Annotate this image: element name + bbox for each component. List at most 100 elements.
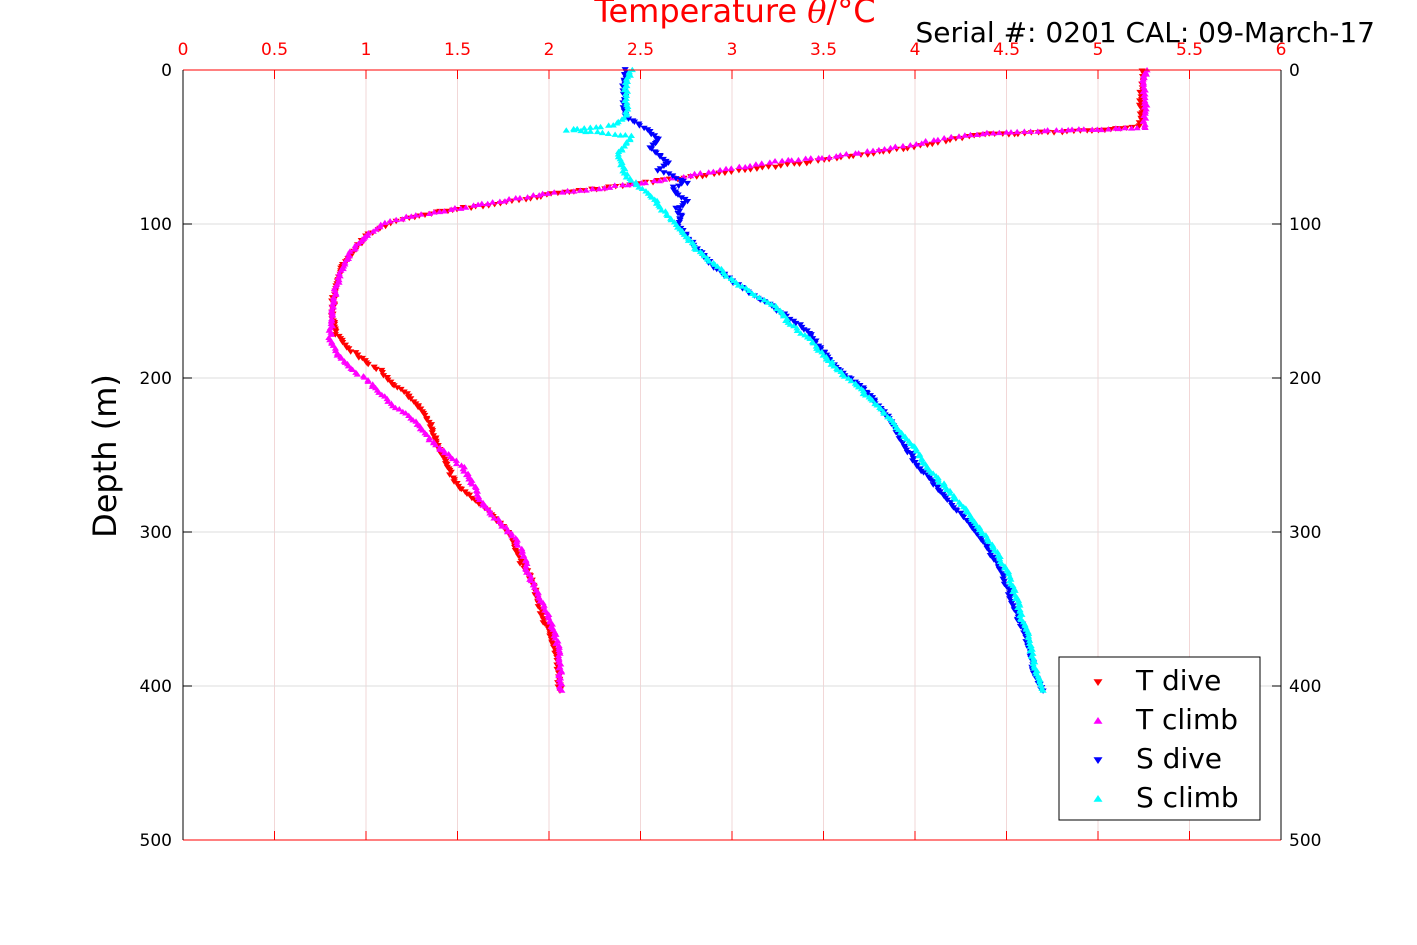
- data-point: [840, 373, 848, 379]
- data-point: [864, 152, 872, 158]
- data-point: [979, 539, 987, 545]
- data-point: [624, 181, 632, 188]
- data-point: [1064, 126, 1072, 133]
- data-point: [577, 127, 585, 134]
- data-point: [489, 199, 497, 205]
- data-point: [498, 523, 506, 529]
- data-point: [771, 164, 780, 171]
- x-axis-title: Temperature θ/°C: [593, 0, 875, 30]
- data-point: [868, 397, 876, 403]
- data-point: [623, 171, 631, 177]
- series-s-climb: [562, 66, 1047, 693]
- data-point: [922, 137, 930, 144]
- data-point: [1005, 587, 1013, 593]
- data-point: [863, 148, 871, 154]
- data-point: [496, 198, 504, 204]
- data-point: [970, 527, 978, 534]
- data-point: [906, 142, 914, 148]
- data-point: [512, 195, 520, 201]
- data-point: [753, 166, 761, 172]
- x-tick-label: 3: [727, 40, 738, 60]
- y-tick-label-right: 200: [1289, 369, 1321, 389]
- data-point: [543, 623, 552, 630]
- data-point: [391, 404, 400, 411]
- data-point: [793, 327, 801, 333]
- y-tick-label-right: 300: [1289, 523, 1321, 543]
- data-point: [592, 124, 600, 130]
- data-point: [869, 147, 877, 154]
- data-point: [746, 167, 755, 173]
- data-point: [620, 143, 629, 149]
- data-point: [705, 258, 713, 264]
- data-point: [1127, 125, 1136, 131]
- data-point: [615, 148, 623, 154]
- data-point: [440, 208, 448, 214]
- data-point: [446, 472, 454, 478]
- data-point: [861, 392, 870, 398]
- data-point: [677, 195, 686, 201]
- data-point: [722, 273, 730, 279]
- data-point: [653, 197, 661, 204]
- data-point: [436, 208, 444, 215]
- data-point: [452, 460, 461, 467]
- data-point: [1104, 126, 1113, 132]
- data-point: [611, 131, 619, 137]
- data-point: [833, 366, 842, 373]
- data-point: [952, 496, 960, 502]
- data-point: [1014, 597, 1023, 603]
- data-point: [516, 561, 524, 567]
- data-point: [930, 137, 938, 143]
- data-point: [469, 202, 478, 208]
- data-point: [660, 163, 668, 169]
- data-point: [912, 141, 920, 147]
- data-point: [443, 461, 451, 468]
- data-point: [649, 142, 657, 148]
- data-point: [1133, 124, 1141, 131]
- data-point: [709, 168, 717, 174]
- data-point: [654, 136, 662, 143]
- data-point: [369, 381, 377, 387]
- data-point: [327, 331, 336, 337]
- data-point: [886, 144, 895, 151]
- data-point: [1025, 637, 1034, 643]
- data-point: [672, 205, 680, 212]
- data-point: [705, 169, 713, 175]
- data-point: [797, 330, 805, 336]
- data-point: [961, 132, 969, 138]
- data-point: [995, 129, 1003, 136]
- data-point: [1141, 94, 1149, 101]
- data-point: [784, 156, 792, 163]
- data-point: [611, 182, 619, 188]
- data-point: [345, 346, 353, 352]
- data-point: [627, 177, 635, 183]
- data-point: [407, 396, 415, 402]
- data-point: [473, 488, 482, 494]
- data-point: [402, 410, 410, 416]
- data-point: [540, 604, 548, 610]
- data-point: [983, 129, 991, 136]
- data-point: [593, 128, 602, 135]
- data-point: [586, 128, 595, 134]
- data-point: [679, 203, 687, 209]
- data-point: [933, 484, 942, 491]
- data-point: [580, 125, 588, 131]
- data-point: [570, 188, 578, 194]
- data-point: [918, 456, 926, 463]
- data-point: [1002, 129, 1011, 135]
- data-point: [369, 228, 377, 234]
- data-point: [376, 223, 384, 230]
- data-point: [535, 595, 543, 601]
- data-point: [669, 184, 677, 191]
- data-point: [507, 530, 516, 536]
- data-point: [508, 532, 516, 539]
- data-point: [350, 246, 358, 252]
- data-point: [830, 363, 838, 369]
- data-point: [451, 204, 459, 211]
- data-point: [755, 294, 764, 300]
- data-point: [624, 103, 632, 110]
- x-tick-label: 6: [1276, 40, 1287, 60]
- data-point: [554, 652, 563, 659]
- data-point: [919, 470, 928, 476]
- data-point: [912, 448, 921, 454]
